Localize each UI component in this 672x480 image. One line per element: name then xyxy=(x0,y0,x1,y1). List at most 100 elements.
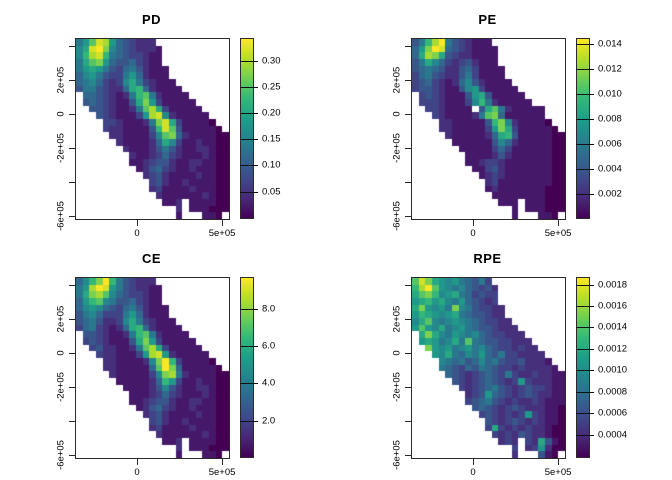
colorbar-gradient xyxy=(576,38,590,219)
plot-frame xyxy=(411,277,566,459)
y-tick xyxy=(405,215,411,217)
colorbar-tick xyxy=(576,370,594,372)
x-tick xyxy=(222,220,224,226)
colorbar-tick xyxy=(576,391,594,393)
colorbar-tick xyxy=(576,348,594,350)
colorbar-tick-label: 8.0 xyxy=(262,303,276,315)
colorbar-tick-label: 0.012 xyxy=(598,63,622,75)
plot-frame xyxy=(75,38,230,220)
colorbar-tick-label: 0.0016 xyxy=(598,300,628,312)
colorbar-tick-label: 0.30 xyxy=(262,55,281,67)
x-tick xyxy=(137,459,139,465)
colorbar-tick-label: 0.0014 xyxy=(598,321,628,333)
y-tick xyxy=(405,420,411,422)
y-tick xyxy=(405,318,411,320)
x-tick-label: 5e+05 xyxy=(544,228,572,239)
x-tick xyxy=(473,459,475,465)
colorbar-tick xyxy=(240,113,258,115)
colorbar-tick xyxy=(576,169,594,171)
colorbar-tick-label: 0.05 xyxy=(262,186,281,197)
y-tick xyxy=(405,45,411,47)
y-tick xyxy=(405,386,411,388)
y-tick-label: 0 xyxy=(55,110,67,117)
colorbar-tick xyxy=(576,94,594,96)
colorbar-tick xyxy=(576,194,594,196)
colorbar-tick-label: 0.0010 xyxy=(598,364,628,376)
x-tick xyxy=(558,459,560,465)
y-tick-label: -2e+05 xyxy=(391,371,403,402)
y-tick xyxy=(69,45,75,47)
y-tick-label: 0 xyxy=(391,349,403,356)
colorbar-tick-label: 4.0 xyxy=(262,377,276,389)
colorbar-tick-label: 0.15 xyxy=(262,133,281,145)
colorbar-tick xyxy=(240,383,258,385)
y-tick xyxy=(69,318,75,320)
panel-title: PD xyxy=(141,12,162,27)
colorbar-tick-label: 0.002 xyxy=(598,188,622,200)
x-tick-label: 0 xyxy=(470,228,476,239)
colorbar-tick xyxy=(576,44,594,46)
x-tick xyxy=(222,459,224,465)
y-tick xyxy=(405,79,411,81)
y-tick-label: -2e+05 xyxy=(55,371,67,402)
colorbar-tick xyxy=(576,144,594,146)
x-tick-label: 5e+05 xyxy=(544,467,572,478)
x-tick-label: 0 xyxy=(470,467,476,478)
colorbar-tick xyxy=(576,119,594,121)
y-tick xyxy=(69,147,75,149)
colorbar-tick xyxy=(576,284,594,286)
y-tick xyxy=(405,284,411,286)
colorbar-tick xyxy=(576,413,594,415)
y-tick-label: -2e+05 xyxy=(391,132,403,163)
colorbar-tick-label: 0.0012 xyxy=(598,343,628,355)
colorbar-gradient xyxy=(576,277,590,458)
x-tick-label: 0 xyxy=(134,467,140,478)
colorbar-tick-label: 0.014 xyxy=(598,38,622,50)
colorbar-tick-label: 0.25 xyxy=(262,81,281,93)
y-tick xyxy=(69,215,75,217)
y-tick xyxy=(405,181,411,183)
y-tick xyxy=(69,386,75,388)
y-tick-label: -2e+05 xyxy=(55,132,67,163)
y-tick-label: 0 xyxy=(55,349,67,356)
colorbar-tick-label: 0.10 xyxy=(262,159,281,171)
colorbar-tick-label: 0.20 xyxy=(262,107,281,119)
y-tick xyxy=(405,454,411,456)
colorbar-tick-label: 0.004 xyxy=(598,163,622,175)
y-tick xyxy=(405,113,411,115)
plot-frame xyxy=(411,38,566,220)
y-tick xyxy=(69,113,75,115)
panel-pd: PD 2e+05 0 -2e+05 -6e+05 0 5e+05 0.05 0.10 0.1… xyxy=(0,0,336,240)
y-tick xyxy=(405,147,411,149)
colorbar-tick xyxy=(240,345,258,347)
colorbar-tick xyxy=(576,305,594,307)
colorbar-tick-label: 0.0004 xyxy=(598,429,628,441)
colorbar-tick xyxy=(240,87,258,89)
heatmap-raster xyxy=(412,278,565,458)
y-tick xyxy=(69,79,75,81)
y-tick xyxy=(69,454,75,456)
y-tick-label: -6e+05 xyxy=(55,200,67,231)
colorbar-tick-label: 0.008 xyxy=(598,113,622,125)
colorbar-tick-label: 2.0 xyxy=(262,415,276,427)
panel-title: RPE xyxy=(473,251,502,266)
y-tick-label: -6e+05 xyxy=(391,439,403,470)
colorbar-tick xyxy=(576,434,594,436)
panel-rpe: RPE 2e+05 0 -2e+05 -6e+05 0 5e+05 0.0004 0.00… xyxy=(336,239,672,479)
colorbar-tick-label: 6.0 xyxy=(262,340,276,352)
x-tick-label: 5e+05 xyxy=(208,228,236,239)
heatmap-raster xyxy=(412,39,565,219)
x-tick xyxy=(558,220,560,226)
x-tick xyxy=(473,220,475,226)
colorbar-tick xyxy=(240,308,258,310)
y-tick xyxy=(69,352,75,354)
colorbar-tick xyxy=(240,61,258,63)
colorbar-tick-label: 0.006 xyxy=(598,138,622,150)
heatmap-raster xyxy=(76,39,229,219)
colorbar-tick xyxy=(576,69,594,71)
y-tick-label: -6e+05 xyxy=(391,200,403,231)
colorbar-tick-label: 0.010 xyxy=(598,88,622,100)
colorbar-tick-label: 0.0018 xyxy=(598,279,628,290)
colorbar-gradient xyxy=(240,277,254,458)
